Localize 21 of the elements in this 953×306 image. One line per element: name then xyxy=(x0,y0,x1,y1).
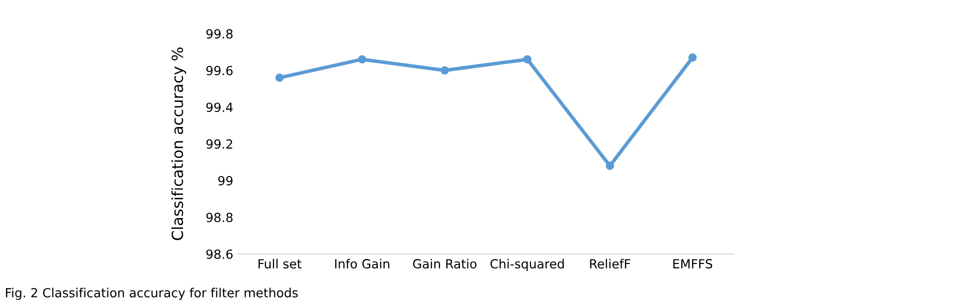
caption: Fig. 2 Classification accuracy for filter methods xyxy=(6,288,298,300)
y-tick-label: 98.6 xyxy=(206,249,233,259)
y-tick-label: 99.2 xyxy=(206,139,232,149)
x-tick-label: EMFFS xyxy=(673,259,712,269)
y-tick-label: 99 xyxy=(218,176,233,186)
point xyxy=(358,55,366,64)
y-tick-label: 99.8 xyxy=(206,29,233,39)
x-tick-label: ReliefF xyxy=(590,258,630,269)
y-axis-title: Classification accuracy % xyxy=(171,48,186,240)
y-tick-label: 99.6 xyxy=(206,66,233,76)
x-tick-label: Chi-squared xyxy=(490,258,564,271)
x-tick-label: Full set xyxy=(258,258,302,269)
point xyxy=(606,162,614,170)
point xyxy=(440,66,449,75)
point xyxy=(523,55,532,64)
x-tick-label: Gain Ratio xyxy=(413,258,476,269)
point xyxy=(275,74,284,82)
y-tick-label: 99.4 xyxy=(206,102,233,112)
point xyxy=(688,53,697,62)
y-tick-label: 98.8 xyxy=(206,212,233,222)
x-tick-label: Info Gain xyxy=(335,258,390,269)
